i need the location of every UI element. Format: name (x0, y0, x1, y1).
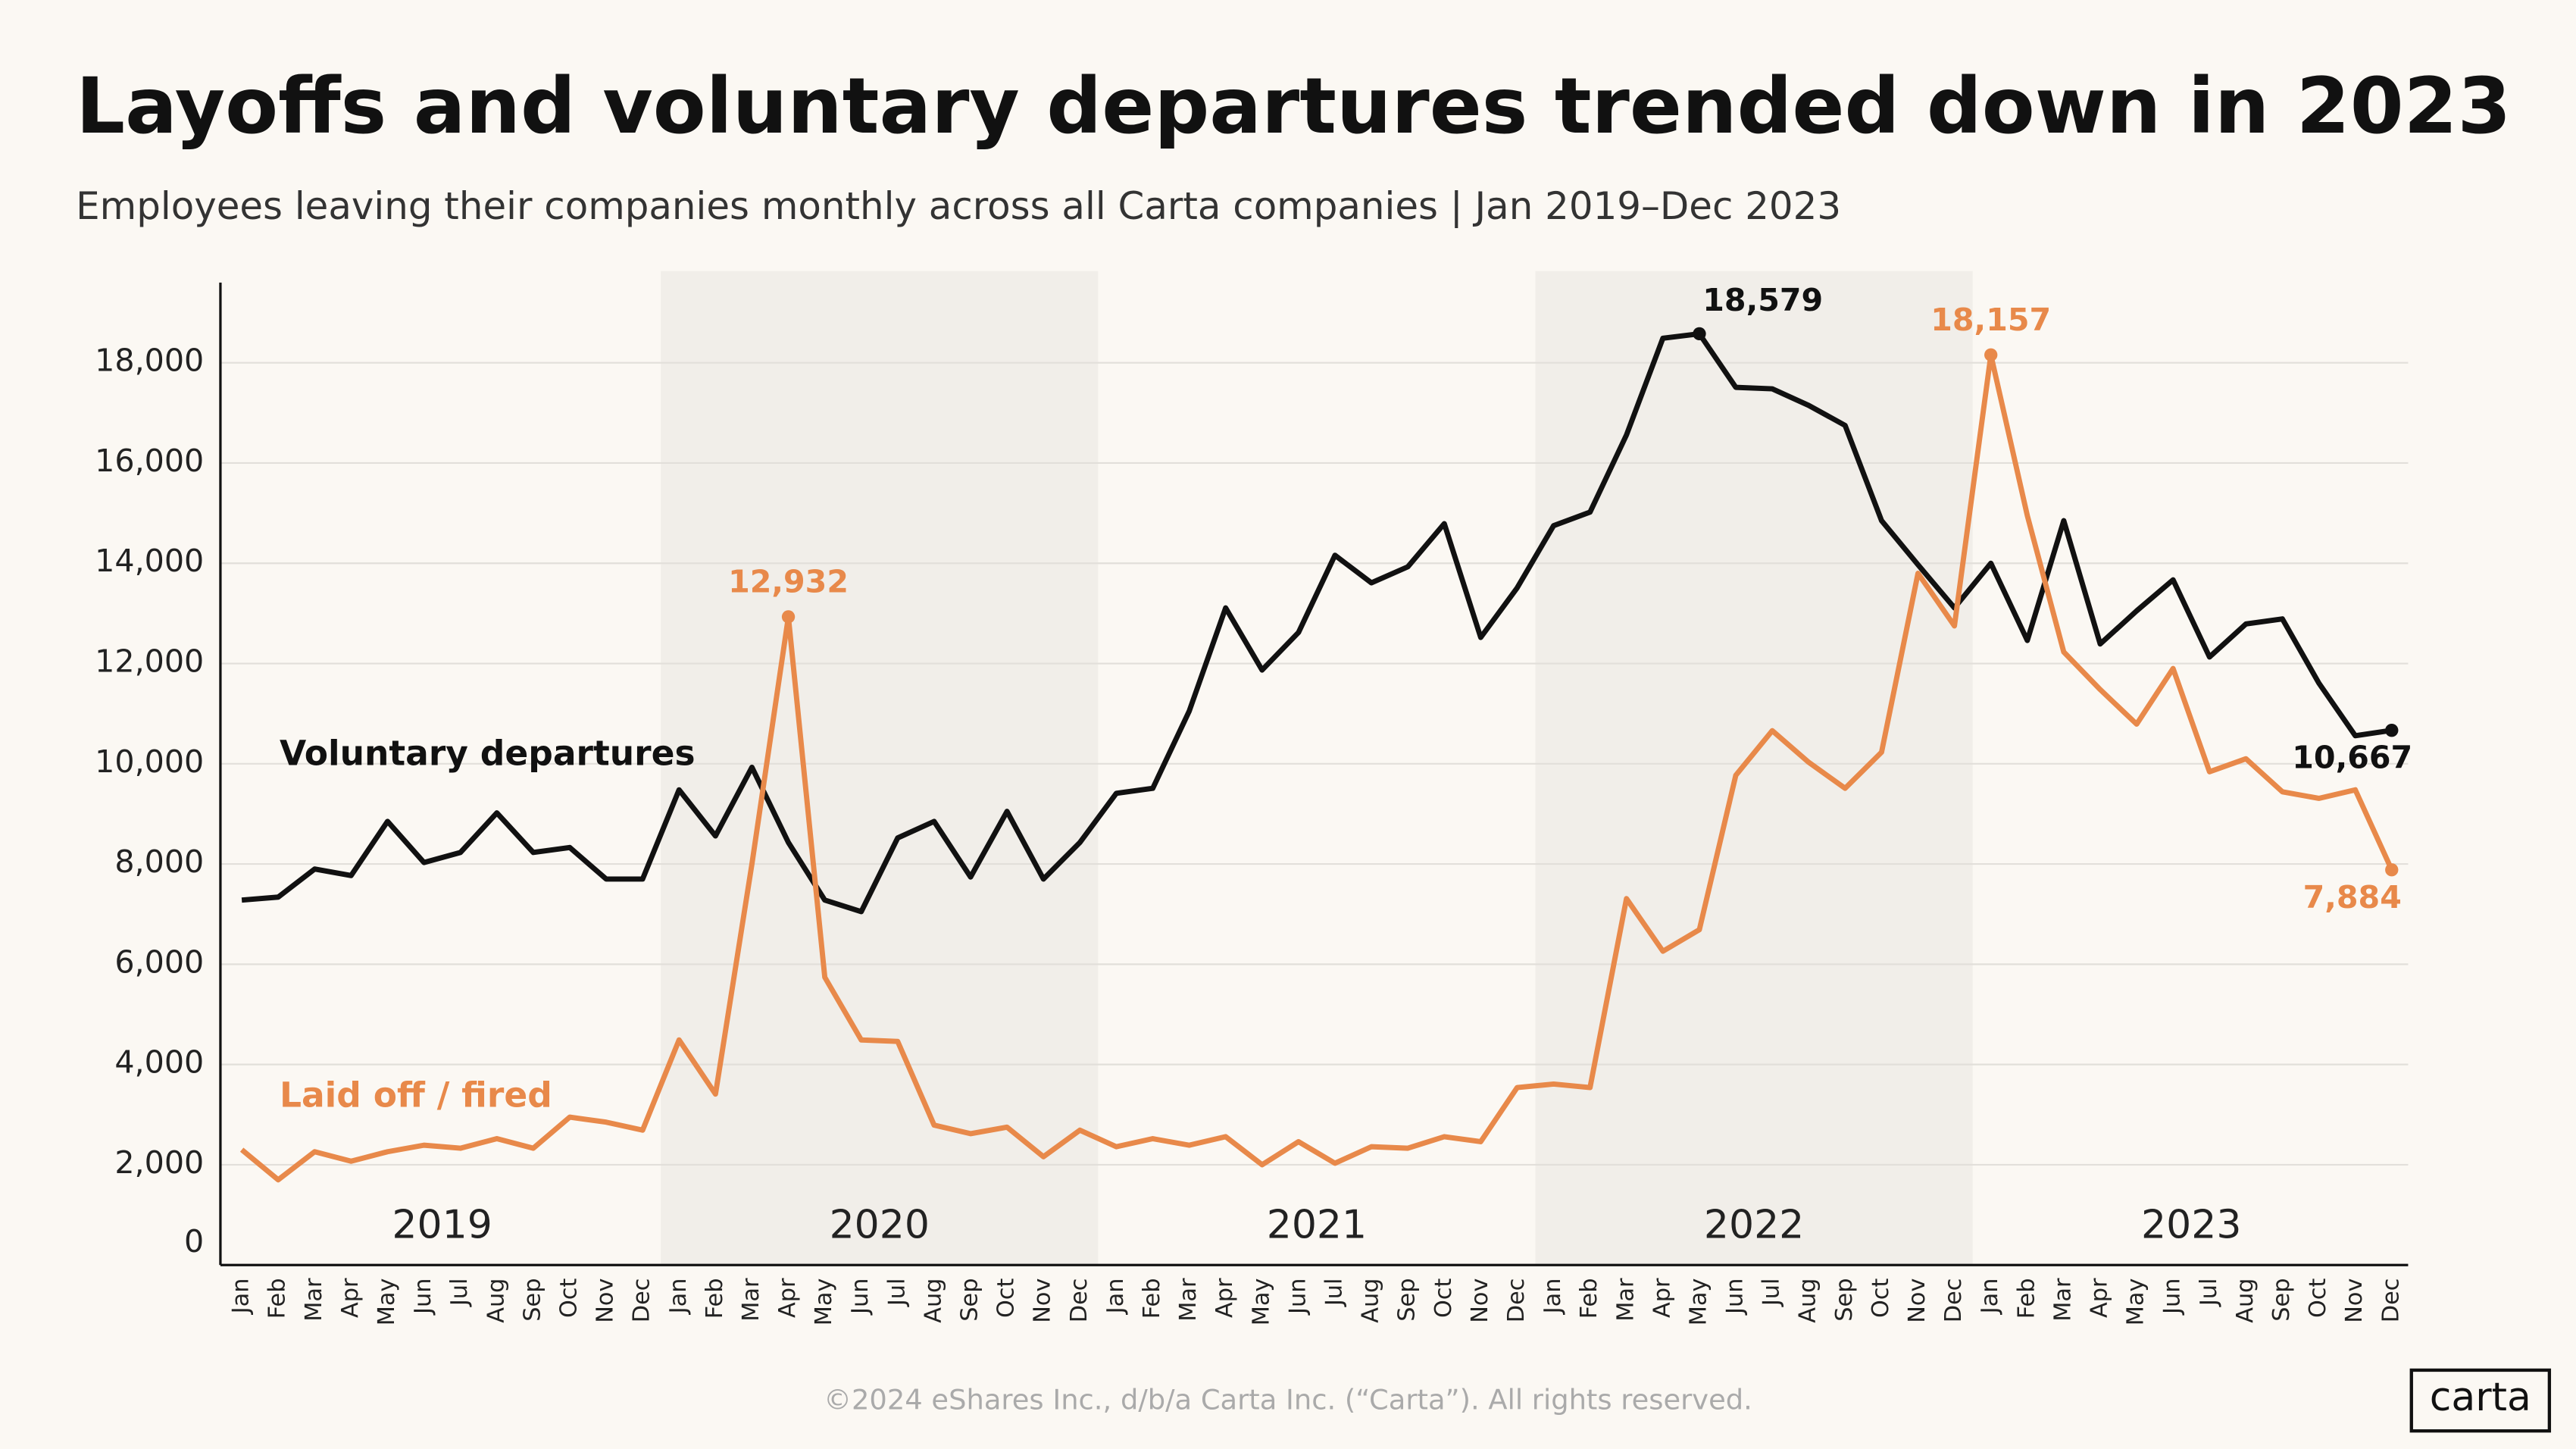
value-label: 18,579 (1702, 282, 1823, 318)
x-tick-label: Jul (1321, 1278, 1347, 1308)
x-tick-label: Dec (1503, 1278, 1530, 1323)
x-tick-label: Mar (1175, 1278, 1202, 1322)
x-tick-label: Feb (1576, 1278, 1602, 1319)
value-label: 18,157 (1930, 302, 2051, 338)
x-tick-label: Nov (1467, 1278, 1493, 1323)
x-tick-label: Apr (1649, 1278, 1675, 1318)
value-label: 10,667 (2292, 740, 2412, 776)
x-tick-label: Jan (228, 1278, 255, 1316)
x-tick-label: Jul (883, 1278, 910, 1308)
y-tick-label: 2,000 (114, 1144, 204, 1181)
x-tick-label: May (1248, 1278, 1274, 1326)
x-tick-label: Sep (1394, 1278, 1421, 1322)
x-tick-label: Sep (957, 1278, 983, 1322)
y-tick-label: 8,000 (114, 843, 204, 880)
y-tick-label: 4,000 (114, 1044, 204, 1081)
x-tick-label: Nov (592, 1278, 619, 1323)
x-tick-label: Jan (1540, 1278, 1566, 1316)
x-tick-label: Nov (1904, 1278, 1930, 1323)
point-marker (2385, 724, 2399, 737)
x-tick-label: Jun (1284, 1278, 1311, 1316)
x-tick-label: Oct (993, 1278, 1020, 1318)
y-tick-label: 16,000 (95, 443, 204, 479)
year-band (661, 271, 1099, 1266)
x-tick-label: Feb (1139, 1278, 1165, 1319)
x-tick-label: Mar (738, 1278, 764, 1322)
x-tick-label: Aug (483, 1278, 509, 1323)
x-tick-label: Feb (2013, 1278, 2040, 1319)
x-tick-label: Dec (1066, 1278, 1093, 1323)
series-line (241, 330, 2393, 915)
y-tick-label: 6,000 (114, 944, 204, 980)
x-tick-label: Dec (2377, 1278, 2404, 1323)
x-tick-label: Aug (1358, 1278, 1384, 1323)
x-tick-label: Mar (1612, 1278, 1639, 1322)
year-label: 2020 (830, 1202, 930, 1247)
x-tick-label: Feb (264, 1278, 291, 1319)
series-label: Voluntary departures (280, 734, 696, 774)
x-tick-label: Apr (337, 1278, 364, 1318)
x-tick-label: Sep (1831, 1278, 1858, 1322)
series-line (239, 352, 2394, 1183)
logo: carta (2430, 1375, 2531, 1420)
x-tick-label: Jan (1102, 1278, 1129, 1316)
y-tick-label: 18,000 (95, 343, 204, 379)
point-marker (781, 610, 796, 624)
x-tick-label: Apr (774, 1278, 801, 1318)
x-tick-label: Jul (446, 1278, 473, 1308)
x-tick-label: Apr (1211, 1278, 1238, 1318)
y-tick-label: 14,000 (95, 543, 204, 579)
year-band (1535, 271, 1973, 1266)
chart-subtitle: Employees leaving their companies monthl… (76, 184, 1841, 228)
x-tick-label: Mar (2049, 1278, 2076, 1322)
footer: ©2024 eShares Inc., d/b/a Carta Inc. (“C… (824, 1384, 1752, 1416)
year-label: 2023 (2141, 1202, 2241, 1247)
point-marker (1693, 327, 1706, 341)
x-tick-label: Aug (920, 1278, 946, 1323)
x-tick-label: Jul (2196, 1278, 2222, 1308)
value-label: 12,932 (728, 564, 849, 600)
x-tick-label: May (374, 1278, 400, 1326)
x-tick-label: Jan (1977, 1278, 2003, 1316)
x-tick-label: Dec (1940, 1278, 1967, 1323)
x-tick-label: Nov (2341, 1278, 2368, 1323)
series-label: Laid off / fired (280, 1075, 552, 1116)
chart-title: Layoffs and voluntary departures trended… (76, 61, 2511, 152)
point-marker (1984, 348, 1998, 361)
x-tick-label: Sep (2268, 1278, 2295, 1322)
x-tick-label: Dec (629, 1278, 655, 1323)
x-tick-label: Nov (1030, 1278, 1056, 1323)
x-tick-label: Mar (301, 1278, 327, 1322)
x-tick-label: Oct (1430, 1278, 1457, 1318)
year-label: 2021 (1267, 1202, 1367, 1247)
logo-box (2409, 1368, 2552, 1433)
y-tick-label: 0 (184, 1223, 204, 1260)
x-tick-label: Apr (2086, 1278, 2112, 1318)
x-tick-label: Jun (410, 1278, 436, 1316)
x-tick-label: Feb (702, 1278, 728, 1319)
x-tick-label: Oct (555, 1278, 582, 1318)
y-tick-label: 12,000 (95, 643, 204, 680)
y-tick-label: 10,000 (95, 743, 204, 780)
x-tick-label: Aug (1795, 1278, 1821, 1323)
x-tick-label: May (1685, 1278, 1712, 1326)
x-tick-label: Oct (2305, 1278, 2331, 1318)
x-tick-label: Sep (519, 1278, 546, 1322)
x-tick-label: Oct (1868, 1278, 1894, 1318)
x-tick-label: May (811, 1278, 837, 1326)
x-tick-label: Aug (2232, 1278, 2259, 1323)
x-tick-label: May (2123, 1278, 2149, 1326)
value-label: 7,884 (2303, 879, 2402, 915)
year-label: 2019 (392, 1202, 492, 1247)
x-tick-label: Jun (1722, 1278, 1749, 1316)
x-tick-label: Jun (847, 1278, 874, 1316)
year-label: 2022 (1704, 1202, 1804, 1247)
x-tick-label: Jul (1758, 1278, 1785, 1308)
point-marker (2385, 863, 2399, 877)
x-tick-label: Jun (2159, 1278, 2186, 1316)
x-tick-label: Jan (665, 1278, 692, 1316)
